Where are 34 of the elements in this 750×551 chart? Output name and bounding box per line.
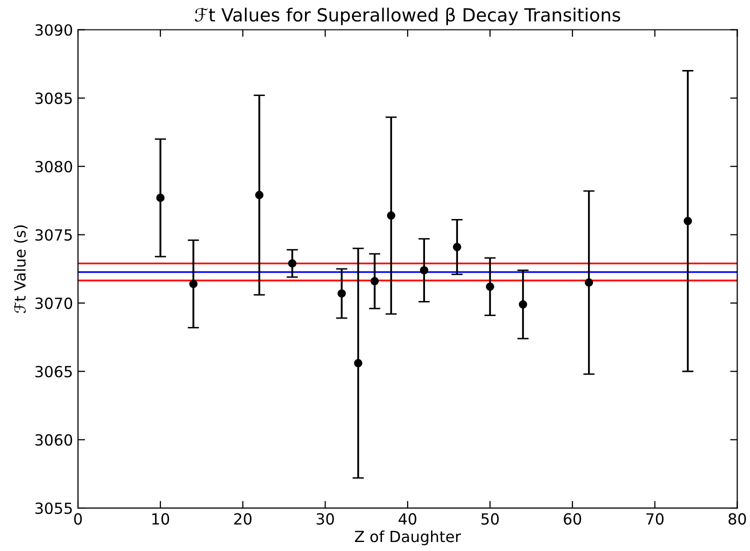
y-tick-label: 3065 [35, 366, 72, 378]
x-tick-label: 80 [728, 513, 746, 525]
y-tick-label: 3075 [35, 229, 72, 241]
point [420, 266, 428, 274]
x-tick-label: 70 [646, 513, 664, 525]
y-tick-label: 3055 [35, 502, 72, 514]
point [156, 194, 165, 202]
point [338, 289, 346, 298]
point [288, 259, 296, 268]
x-tick-label: 0 [74, 513, 82, 525]
y-tick-label: 3070 [35, 298, 72, 310]
x-tick-label: 30 [316, 513, 334, 525]
x-tick-label: 50 [481, 513, 499, 525]
point [386, 211, 396, 220]
point [518, 300, 528, 309]
point [255, 190, 264, 200]
x-tick-label: 20 [234, 513, 252, 525]
x-tick-label: 10 [152, 513, 170, 525]
point [354, 359, 362, 368]
point [584, 278, 594, 287]
point [684, 216, 692, 226]
y-tick-label: 3060 [35, 434, 72, 446]
y-axis-title: ℱt Value (s) [14, 225, 28, 314]
x-tick-label: 40 [398, 513, 416, 525]
chart-title: ℱt Values for Superallowed β Decay Transitions [194, 8, 620, 26]
y-tick-label: 3085 [35, 92, 72, 104]
x-tick-label: 60 [564, 513, 582, 525]
point [189, 280, 198, 288]
x-axis-title: Z of Daughter [354, 530, 462, 546]
y-tick-label: 3090 [35, 24, 72, 36]
point [452, 242, 462, 252]
point [486, 282, 494, 291]
point [370, 277, 379, 286]
y-tick-label: 3080 [35, 160, 72, 172]
